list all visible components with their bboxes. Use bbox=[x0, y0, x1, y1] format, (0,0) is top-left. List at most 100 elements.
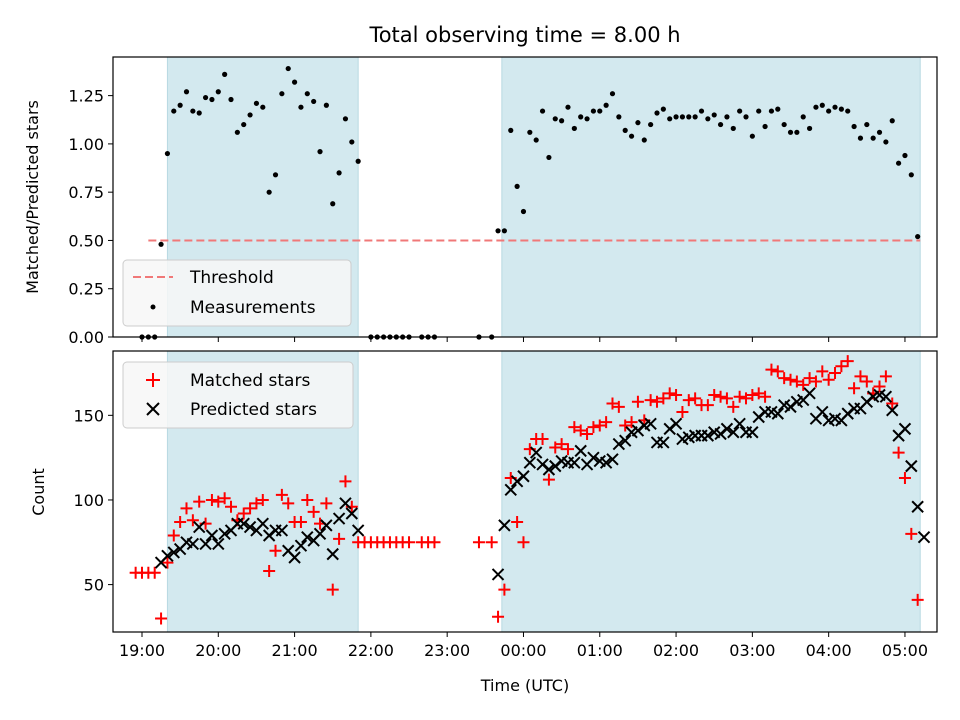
x-tick-label: 20:00 bbox=[195, 641, 241, 660]
predicted-star-marker bbox=[275, 524, 289, 537]
matched-star-marker bbox=[879, 370, 892, 383]
matched-star-marker bbox=[237, 507, 250, 520]
measurements-legend-swatch bbox=[150, 304, 156, 310]
matched-legend-label: Matched stars bbox=[190, 371, 310, 391]
predicted-star-marker bbox=[491, 568, 505, 581]
predicted-star-marker bbox=[599, 456, 613, 469]
matched-star-marker bbox=[161, 556, 174, 569]
predicted-star-marker bbox=[733, 417, 746, 430]
measurement-point bbox=[228, 96, 234, 103]
measurement-point bbox=[330, 201, 336, 207]
observing-window-2 bbox=[501, 56, 921, 338]
measurement-point bbox=[660, 106, 666, 112]
measurement-point bbox=[838, 106, 844, 112]
measurement-point bbox=[590, 108, 597, 114]
measurement-point bbox=[241, 121, 247, 128]
matched-star-marker bbox=[784, 373, 797, 386]
measurement-point bbox=[654, 110, 660, 116]
measurement-point bbox=[730, 125, 736, 132]
measurement-point bbox=[915, 233, 921, 240]
measurement-point bbox=[584, 116, 590, 122]
matched-star-marker bbox=[428, 536, 441, 549]
measurement-point bbox=[673, 114, 679, 120]
matched-star-marker bbox=[581, 427, 594, 440]
predicted-star-marker bbox=[587, 451, 600, 464]
measurement-point bbox=[222, 71, 228, 77]
measurement-point bbox=[864, 121, 870, 128]
matched-star-marker bbox=[829, 367, 842, 380]
matched-star-marker bbox=[561, 443, 574, 456]
measurement-point bbox=[565, 104, 571, 110]
measurement-point bbox=[889, 118, 895, 124]
predicted-star-marker bbox=[237, 517, 250, 530]
predicted-star-marker bbox=[504, 483, 517, 497]
measurement-point bbox=[164, 150, 171, 157]
x-tick-label: 02:00 bbox=[653, 641, 699, 660]
measurement-point bbox=[622, 127, 628, 133]
predicted-star-marker bbox=[339, 497, 352, 510]
measurement-point bbox=[533, 137, 539, 143]
measurement-point bbox=[794, 129, 800, 135]
matched-star-marker bbox=[898, 471, 911, 484]
matched-star-marker bbox=[720, 392, 733, 405]
matched-star-marker bbox=[752, 387, 765, 400]
measurement-point bbox=[495, 228, 501, 234]
measurements-layer bbox=[139, 65, 921, 340]
measurement-point bbox=[336, 170, 342, 176]
predicted-stars-layer bbox=[154, 387, 931, 581]
predicted-star-marker bbox=[288, 551, 301, 564]
measurement-point bbox=[648, 121, 654, 128]
matched-star-marker bbox=[155, 612, 168, 625]
predicted-star-marker bbox=[199, 537, 212, 551]
matched-star-marker bbox=[542, 473, 555, 486]
matched-star-marker bbox=[275, 488, 288, 501]
measurement-point bbox=[196, 110, 202, 116]
measurement-point bbox=[355, 158, 361, 164]
measurement-point bbox=[737, 108, 743, 114]
matched-star-marker bbox=[625, 416, 638, 429]
matched-star-marker bbox=[186, 514, 199, 527]
matched-star-marker bbox=[498, 583, 511, 596]
predicted-star-marker bbox=[720, 422, 734, 436]
predicted-star-marker bbox=[186, 537, 200, 551]
matched-star-marker bbox=[320, 497, 333, 510]
matched-star-marker bbox=[714, 390, 727, 403]
matched-star-marker bbox=[485, 536, 498, 549]
x-tick-label: 03:00 bbox=[729, 641, 775, 660]
measurement-point bbox=[272, 172, 279, 178]
measurement-point bbox=[832, 104, 838, 110]
matched-star-marker bbox=[600, 416, 613, 429]
matched-star-marker bbox=[873, 380, 886, 393]
matched-star-marker bbox=[148, 566, 161, 579]
measurement-point bbox=[883, 139, 889, 145]
predicted-star-marker bbox=[301, 530, 314, 544]
measurement-point bbox=[857, 135, 864, 141]
x-tick-label: 19:00 bbox=[119, 641, 165, 660]
matched-star-marker bbox=[517, 536, 530, 549]
measurement-point bbox=[806, 125, 813, 132]
matched-star-marker bbox=[809, 375, 822, 388]
matched-star-marker bbox=[218, 492, 231, 505]
measurement-point bbox=[514, 183, 520, 189]
measurement-point bbox=[209, 96, 215, 103]
matched-star-marker bbox=[860, 375, 873, 388]
matched-star-marker bbox=[263, 565, 276, 578]
top-legend-box bbox=[122, 259, 352, 327]
measurement-point bbox=[183, 89, 190, 95]
predicted-star-marker bbox=[212, 537, 225, 551]
predicted-star-marker bbox=[161, 549, 174, 563]
matched-legend-swatch bbox=[146, 373, 160, 387]
matched-star-marker bbox=[326, 583, 339, 596]
measurement-point bbox=[826, 108, 832, 114]
matched-star-marker bbox=[282, 497, 295, 510]
measurement-point bbox=[749, 133, 755, 139]
measurement-point bbox=[247, 112, 253, 118]
matched-star-marker bbox=[339, 475, 352, 488]
matched-star-marker bbox=[854, 370, 867, 383]
matched-star-marker bbox=[472, 536, 485, 549]
predicted-legend-label: Predicted stars bbox=[190, 400, 317, 420]
matched-star-marker bbox=[606, 397, 619, 410]
matched-star-marker bbox=[403, 536, 416, 549]
matched-star-marker bbox=[593, 419, 606, 432]
